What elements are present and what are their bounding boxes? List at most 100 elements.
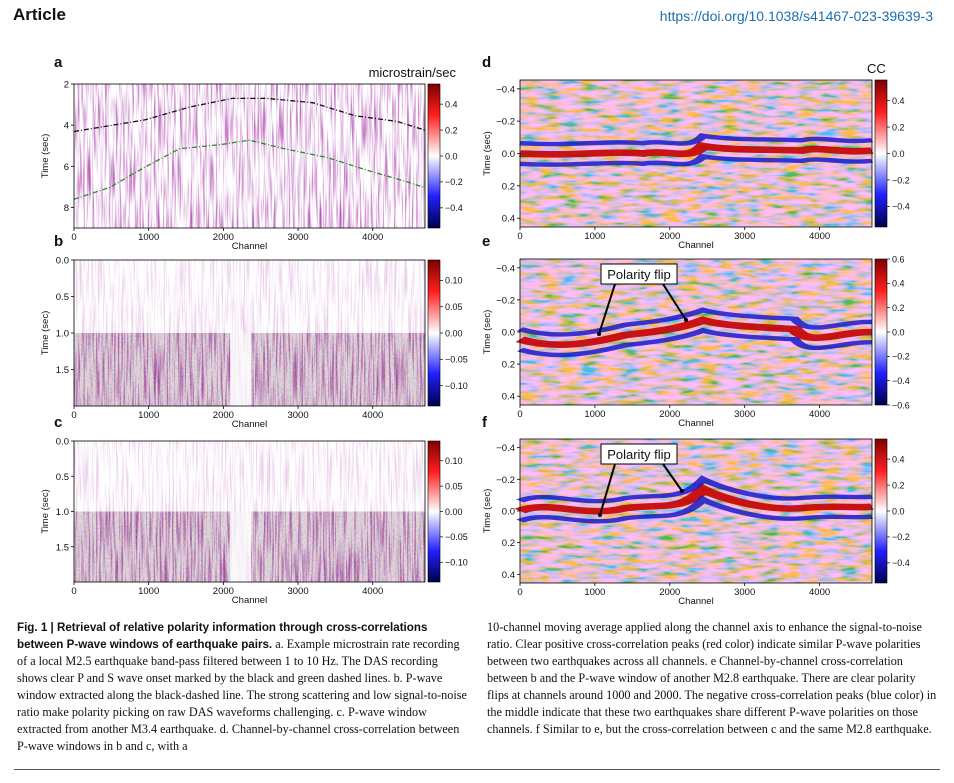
y-tick-label: −0.4 bbox=[496, 84, 515, 95]
colorbar-tick-label: −0.2 bbox=[445, 177, 463, 187]
s-onset-dashed-line bbox=[73, 139, 426, 200]
y-tick-label: 0.4 bbox=[502, 570, 515, 581]
y-tick-label: −0.4 bbox=[496, 263, 515, 274]
doi-link[interactable]: https://doi.org/10.1038/s41467-023-39639… bbox=[659, 8, 933, 24]
annotation-label: Polarity flip bbox=[607, 447, 671, 462]
x-tick-label: 4000 bbox=[362, 586, 383, 597]
colorbar-tick-label: −0.6 bbox=[892, 400, 910, 410]
x-tick-label: 1000 bbox=[584, 409, 605, 420]
x-axis-label: Channel bbox=[678, 418, 713, 429]
colorbar-tick-label: −0.10 bbox=[445, 558, 468, 568]
figure-1: a 0 1000 2000 3000 4000 Channel 2 4 6 8 Time (sec) 0… bbox=[40, 54, 910, 607]
x-tick-label: 3000 bbox=[287, 232, 308, 243]
y-axis-label: Time (sec) bbox=[482, 131, 493, 176]
panel-letter-a: a bbox=[54, 54, 63, 71]
y-tick-label: 1.5 bbox=[56, 365, 69, 376]
colorbar-tick-label: 0.05 bbox=[445, 481, 463, 491]
annotation-arrow bbox=[599, 463, 616, 516]
x-axis-label: Channel bbox=[232, 241, 267, 252]
y-tick-label: 0.2 bbox=[502, 181, 515, 192]
colorbar-tick-label: 0.2 bbox=[892, 480, 905, 490]
y-tick-label: 0.0 bbox=[502, 507, 515, 518]
colorbar bbox=[874, 79, 888, 228]
y-tick-label: 0.0 bbox=[56, 437, 69, 448]
y-tick-label: 0.0 bbox=[502, 328, 515, 339]
colorbar-tick-label: 0.0 bbox=[445, 151, 458, 161]
x-tick-label: 4000 bbox=[362, 410, 383, 421]
y-tick-label: −0.4 bbox=[496, 443, 515, 454]
waveform-image bbox=[74, 84, 425, 228]
journal-section-label: Article bbox=[13, 5, 66, 24]
colorbar bbox=[874, 258, 888, 406]
panel-d: d 0 1000 2000 3000 4000 Channel −0.4 −0.2 0.0 0.2 0… bbox=[482, 54, 910, 251]
x-tick-label: 4000 bbox=[809, 231, 830, 242]
plot-frame bbox=[73, 83, 426, 229]
y-axis-label: Time (sec) bbox=[40, 311, 51, 356]
colorbar-tick-label: −0.4 bbox=[445, 203, 463, 213]
x-tick-label: 4000 bbox=[362, 232, 383, 243]
x-tick-label: 2000 bbox=[213, 410, 234, 421]
quiet-gap bbox=[230, 333, 252, 406]
x-tick-label: 2000 bbox=[213, 586, 234, 597]
panel-a: a 0 1000 2000 3000 4000 Channel 2 4 6 8 Time (sec) 0… bbox=[40, 54, 463, 252]
annotation-box bbox=[600, 263, 678, 285]
panel-letter-e: e bbox=[482, 233, 490, 250]
annotation-arrow bbox=[662, 283, 687, 321]
annotation-arrowhead bbox=[598, 513, 602, 517]
x-tick-label: 2000 bbox=[659, 587, 680, 598]
y-axis-label: Time (sec) bbox=[482, 489, 493, 534]
y-tick-label: 1.5 bbox=[56, 542, 69, 553]
x-axis-label: Channel bbox=[232, 419, 267, 430]
x-tick-label: 1000 bbox=[138, 232, 159, 243]
colorbar-tick-label: −0.2 bbox=[892, 532, 910, 542]
y-tick-label: 0.4 bbox=[502, 392, 515, 403]
colorbar bbox=[427, 83, 441, 229]
annotation-arrowhead bbox=[680, 489, 684, 493]
colorbar-tick-label: −0.10 bbox=[445, 381, 468, 391]
x-tick-label: 3000 bbox=[734, 587, 755, 598]
x-tick-label: 1000 bbox=[138, 410, 159, 421]
panel-f: f 0 1000 2000 3000 4000 Channel −0.4 −0.2 0.0 0.2 0… bbox=[482, 414, 910, 607]
cc-negative-peak-lower bbox=[519, 153, 874, 167]
caption-column-left: Fig. 1 | Retrieval of relative polarity … bbox=[17, 619, 469, 755]
cc-negative-peak-upper bbox=[516, 307, 873, 337]
colorbar-tick-label: 0.2 bbox=[892, 303, 905, 313]
x-axis-label: Channel bbox=[678, 240, 713, 251]
y-tick-label: 6 bbox=[64, 162, 69, 173]
colorbar-tick-label: 0.0 bbox=[892, 327, 905, 337]
cc-peaks bbox=[515, 307, 873, 358]
colorbar-tick-label: 0.0 bbox=[892, 506, 905, 516]
y-tick-label: 1.0 bbox=[56, 329, 69, 340]
x-tick-label: 2000 bbox=[213, 232, 234, 243]
y-axis-label: Time (sec) bbox=[40, 489, 51, 534]
annotation-arrowhead bbox=[684, 318, 688, 322]
y-axis-label: Time (sec) bbox=[40, 134, 51, 179]
x-tick-label: 3000 bbox=[734, 231, 755, 242]
colorbar-tick-label: −0.05 bbox=[445, 355, 468, 365]
quiet-gap bbox=[230, 511, 252, 582]
caption-text-part-1: a. Example microstrain rate recording of… bbox=[17, 637, 467, 753]
cc-positive-peak bbox=[514, 483, 874, 515]
colorbar bbox=[874, 438, 888, 584]
panel-letter-d: d bbox=[482, 54, 491, 71]
panel-letter-f: f bbox=[482, 414, 488, 431]
y-tick-label: 1.0 bbox=[56, 507, 69, 518]
colorbar-tick-label: 0.4 bbox=[892, 454, 905, 464]
x-axis-label: Channel bbox=[232, 595, 267, 606]
colorbar-tick-label: 0.10 bbox=[445, 456, 463, 466]
colorbar-tick-label: 0.05 bbox=[445, 302, 463, 312]
colorbar-tick-label: 0.4 bbox=[445, 99, 458, 109]
colorbar-tick-label: 0.2 bbox=[892, 122, 905, 132]
colorbar-tick-label: 0.00 bbox=[445, 328, 463, 338]
x-tick-label: 1000 bbox=[584, 587, 605, 598]
y-tick-label: −0.2 bbox=[496, 295, 515, 306]
y-tick-label: 0.2 bbox=[502, 538, 515, 549]
x-tick-label: 1000 bbox=[138, 586, 159, 597]
p-onset-dashed-line bbox=[73, 97, 426, 133]
x-axis-label: Channel bbox=[678, 596, 713, 607]
colorbar-tick-label: 0.00 bbox=[445, 507, 463, 517]
x-tick-label: 3000 bbox=[734, 409, 755, 420]
x-tick-label: 2000 bbox=[659, 231, 680, 242]
y-tick-label: 2 bbox=[64, 80, 69, 91]
colorbar-title: microstrain/sec bbox=[369, 65, 457, 80]
